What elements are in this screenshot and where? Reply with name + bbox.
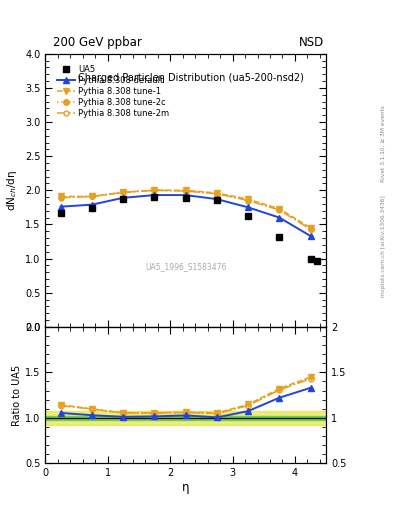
Pythia 8.308 default xyxy=(152,192,157,198)
Pythia 8.308 tune-2m xyxy=(277,207,282,213)
Pythia 8.308 default xyxy=(308,233,313,239)
Pythia 8.308 tune-1 xyxy=(246,196,250,202)
Pythia 8.308 tune-1 xyxy=(215,190,219,196)
Line: Pythia 8.308 tune-1: Pythia 8.308 tune-1 xyxy=(58,187,313,230)
Pythia 8.308 default xyxy=(215,196,219,202)
Pythia 8.308 tune-2c xyxy=(90,194,94,200)
UA5 xyxy=(277,234,282,241)
UA5 xyxy=(246,212,250,219)
Pythia 8.308 tune-1 xyxy=(90,194,94,200)
Pythia 8.308 tune-2m xyxy=(152,187,157,194)
Bar xyxy=(45,411,326,424)
Pythia 8.308 default xyxy=(246,204,250,210)
Pythia 8.308 tune-1 xyxy=(183,187,188,194)
UA5 xyxy=(308,255,313,262)
Pythia 8.308 tune-2c xyxy=(215,190,219,197)
Text: UA5_1996_S1583476: UA5_1996_S1583476 xyxy=(145,262,226,271)
Line: UA5: UA5 xyxy=(57,194,320,264)
Pythia 8.308 default xyxy=(90,202,94,208)
Text: Charged Particleη Distribution (ua5-200-nsd2): Charged Particleη Distribution (ua5-200-… xyxy=(78,73,304,83)
Line: Pythia 8.308 tune-2c: Pythia 8.308 tune-2c xyxy=(58,187,313,231)
Pythia 8.308 tune-1 xyxy=(121,189,126,196)
Pythia 8.308 tune-2c xyxy=(277,206,282,212)
Pythia 8.308 tune-2m xyxy=(59,195,63,201)
UA5 xyxy=(183,196,188,202)
UA5 xyxy=(215,197,219,203)
Y-axis label: Ratio to UA5: Ratio to UA5 xyxy=(12,365,22,425)
Legend: UA5, Pythia 8.308 default, Pythia 8.308 tune-1, Pythia 8.308 tune-2c, Pythia 8.3: UA5, Pythia 8.308 default, Pythia 8.308 … xyxy=(55,63,171,120)
X-axis label: η: η xyxy=(182,481,189,494)
Text: 200 GeV ppbar: 200 GeV ppbar xyxy=(53,36,142,49)
Text: mcplots.cern.ch [arXiv:1306.3436]: mcplots.cern.ch [arXiv:1306.3436] xyxy=(381,195,386,296)
Pythia 8.308 default xyxy=(121,195,126,201)
Y-axis label: dN$_{ch}$/dη: dN$_{ch}$/dη xyxy=(5,169,19,211)
Line: Pythia 8.308 default: Pythia 8.308 default xyxy=(58,193,313,239)
Pythia 8.308 tune-2m xyxy=(90,194,94,200)
Pythia 8.308 default xyxy=(183,192,188,198)
Pythia 8.308 tune-1 xyxy=(308,225,313,231)
Pythia 8.308 tune-1 xyxy=(152,187,157,194)
Pythia 8.308 tune-2m xyxy=(246,198,250,204)
Pythia 8.308 default xyxy=(277,215,282,221)
Pythia 8.308 tune-1 xyxy=(59,194,63,200)
UA5 xyxy=(314,258,319,264)
Pythia 8.308 tune-2c xyxy=(59,194,63,200)
Pythia 8.308 tune-2m xyxy=(215,190,219,197)
Pythia 8.308 tune-2c xyxy=(183,188,188,194)
Pythia 8.308 tune-2c xyxy=(246,197,250,203)
UA5 xyxy=(152,194,157,200)
Pythia 8.308 tune-2m xyxy=(183,188,188,194)
UA5 xyxy=(59,210,63,216)
Pythia 8.308 tune-2m xyxy=(121,189,126,196)
Line: Pythia 8.308 tune-2m: Pythia 8.308 tune-2m xyxy=(59,188,313,231)
Pythia 8.308 tune-2c xyxy=(152,187,157,194)
Pythia 8.308 tune-2m xyxy=(308,226,313,232)
Text: NSD: NSD xyxy=(299,36,324,49)
Text: Rivet 3.1.10, ≥ 3M events: Rivet 3.1.10, ≥ 3M events xyxy=(381,105,386,182)
Pythia 8.308 tune-2c xyxy=(308,225,313,231)
Pythia 8.308 tune-1 xyxy=(277,206,282,212)
UA5 xyxy=(90,205,94,211)
Pythia 8.308 default xyxy=(59,204,63,210)
UA5 xyxy=(121,196,126,202)
Bar xyxy=(45,416,326,420)
Pythia 8.308 tune-2c xyxy=(121,189,126,196)
